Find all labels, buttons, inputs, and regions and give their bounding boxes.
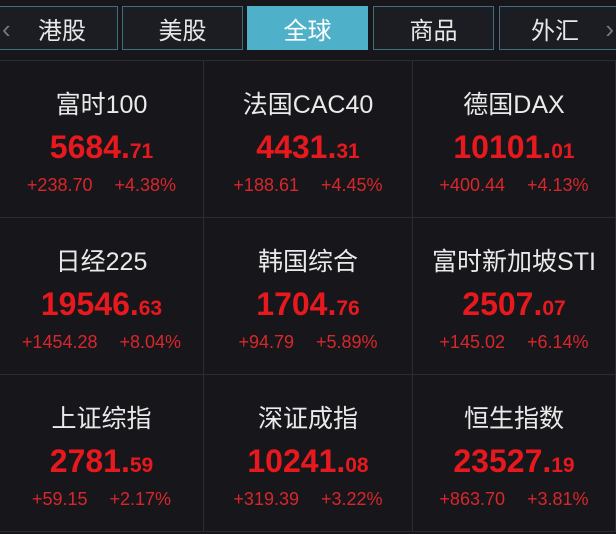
change-percent: +6.14%: [527, 332, 589, 352]
change-value: +863.70: [439, 489, 505, 509]
price-integer: 19546.: [40, 286, 139, 322]
price-decimal: 08: [345, 454, 369, 477]
tab-commodities[interactable]: 商品: [373, 6, 494, 50]
price-decimal: 59: [129, 454, 154, 477]
chevron-right-icon[interactable]: ›: [605, 14, 614, 44]
index-name: 德国DAX: [463, 91, 565, 119]
index-price: 1704.76: [204, 286, 412, 323]
tab-label: 港股: [38, 17, 86, 45]
price-decimal: 63: [138, 297, 163, 320]
price-integer: 23527.: [453, 443, 552, 479]
change-percent: +2.17%: [109, 489, 172, 509]
change-percent: +3.22%: [321, 489, 383, 509]
price-decimal: 76: [336, 297, 360, 320]
change-value: +238.70: [26, 175, 93, 195]
change-value: +319.39: [233, 489, 299, 509]
price-decimal: 19: [551, 454, 575, 477]
change-percent: +5.89%: [316, 332, 378, 352]
tab-hk-stocks[interactable]: 港股: [0, 6, 118, 50]
tab-forex[interactable]: 外汇: [499, 6, 616, 50]
index-card[interactable]: 日经225 19546.63 +1454.28 +8.04%: [0, 218, 204, 375]
price-integer: 2507.: [462, 286, 543, 322]
price-integer: 4431.: [256, 129, 337, 165]
index-name: 日经225: [55, 248, 148, 276]
change-value: +400.44: [439, 175, 505, 195]
index-card[interactable]: 富时新加坡STI 2507.07 +145.02 +6.14%: [413, 218, 616, 375]
index-price: 5684.71: [0, 129, 203, 166]
price-integer: 10101.: [453, 129, 552, 165]
index-card[interactable]: 恒生指数 23527.19 +863.70 +3.81%: [413, 375, 616, 532]
change-value: +59.15: [31, 489, 88, 509]
change-percent: +4.38%: [114, 175, 177, 195]
price-integer: 5684.: [49, 129, 130, 165]
change-percent: +3.81%: [527, 489, 589, 509]
tab-label: 全球: [283, 17, 332, 45]
price-integer: 10241.: [247, 443, 346, 479]
price-decimal: 71: [129, 140, 154, 163]
index-card[interactable]: 上证综指 2781.59 +59.15 +2.17%: [0, 375, 204, 532]
index-card[interactable]: 韩国综合 1704.76 +94.79 +5.89%: [204, 218, 413, 375]
index-price: 23527.19: [413, 443, 615, 480]
index-card[interactable]: 深证成指 10241.08 +319.39 +3.22%: [204, 375, 413, 532]
change-value: +188.61: [233, 175, 299, 195]
index-price: 10241.08: [204, 443, 412, 480]
price-decimal: 01: [551, 140, 575, 163]
tab-label: 外汇: [531, 17, 579, 45]
change-value: +145.02: [439, 332, 505, 352]
tab-label: 商品: [409, 17, 458, 45]
index-name: 恒生指数: [463, 405, 564, 433]
chevron-left-icon[interactable]: ‹: [2, 14, 11, 44]
index-price: 2781.59: [0, 443, 203, 480]
index-price: 4431.31: [204, 129, 412, 166]
index-name: 富时100: [55, 91, 148, 119]
market-tabs: 港股 美股 全球 商品 外汇 ‹ ›: [0, 6, 616, 50]
index-name: 上证综指: [51, 405, 152, 433]
change-percent: +8.04%: [119, 332, 182, 352]
tab-label: 美股: [158, 17, 207, 45]
index-name: 法国CAC40: [242, 91, 374, 119]
index-card[interactable]: 富时100 5684.71 +238.70 +4.38%: [0, 61, 204, 218]
index-card[interactable]: 法国CAC40 4431.31 +188.61 +4.45%: [204, 61, 413, 218]
index-price: 19546.63: [0, 286, 203, 323]
tab-global[interactable]: 全球: [247, 6, 368, 50]
index-name: 深证成指: [257, 405, 358, 433]
index-price: 10101.01: [413, 129, 615, 166]
price-decimal: 07: [542, 297, 566, 320]
index-name: 韩国综合: [257, 248, 358, 276]
index-name: 富时新加坡STI: [432, 248, 596, 276]
tab-us-stocks[interactable]: 美股: [122, 6, 243, 50]
index-grid: 富时100 5684.71 +238.70 +4.38% 法国CAC40 4431.…: [0, 60, 616, 534]
price-integer: 1704.: [256, 286, 337, 322]
change-value: +94.79: [238, 332, 294, 352]
change-value: +1454.28: [21, 332, 98, 352]
price-decimal: 31: [336, 140, 360, 163]
index-price: 2507.07: [413, 286, 615, 323]
change-percent: +4.13%: [527, 175, 589, 195]
index-card[interactable]: 德国DAX 10101.01 +400.44 +4.13%: [413, 61, 616, 218]
change-percent: +4.45%: [321, 175, 383, 195]
price-integer: 2781.: [49, 443, 130, 479]
